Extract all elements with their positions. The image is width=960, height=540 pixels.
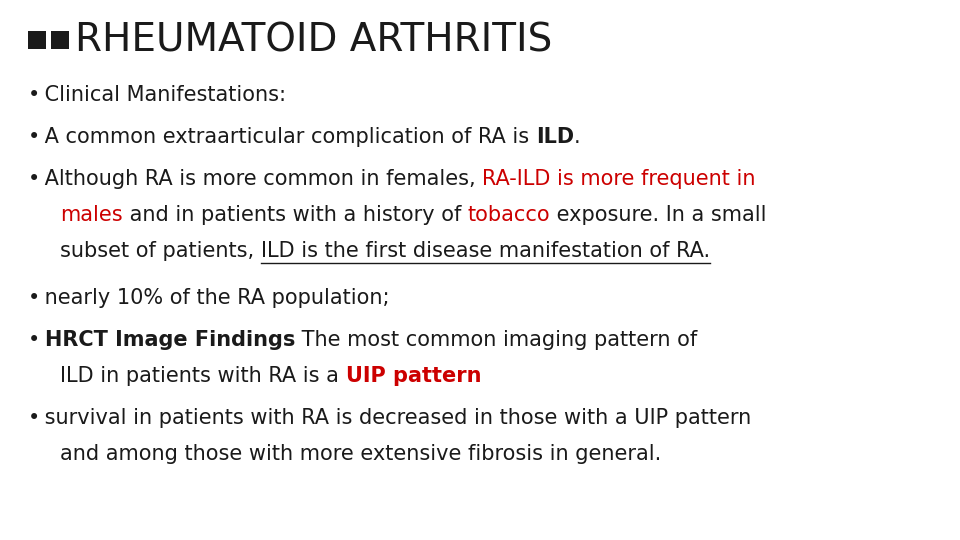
Text: males: males: [60, 205, 123, 225]
Text: •: •: [28, 408, 40, 428]
Bar: [28, 31, 46, 49]
Text: ILD in patients with RA is a: ILD in patients with RA is a: [60, 366, 346, 386]
Text: UIP pattern: UIP pattern: [346, 366, 481, 386]
Text: The most common imaging pattern of: The most common imaging pattern of: [295, 330, 697, 350]
Text: RA-ILD is more frequent in: RA-ILD is more frequent in: [482, 169, 756, 189]
Text: HRCT Image Findings: HRCT Image Findings: [44, 330, 295, 350]
Text: Although RA is more common in females,: Although RA is more common in females,: [38, 169, 482, 189]
Text: and among those with more extensive fibrosis in general.: and among those with more extensive fibr…: [60, 444, 661, 464]
Text: tobacco: tobacco: [468, 205, 550, 225]
Text: •: •: [28, 330, 40, 350]
Text: RHEUMATOID ARTHRITIS: RHEUMATOID ARTHRITIS: [75, 21, 552, 59]
Text: ILD is the first disease manifestation of RA.: ILD is the first disease manifestation o…: [261, 241, 709, 261]
Bar: [51, 31, 69, 49]
Text: •: •: [28, 169, 40, 189]
Text: .: .: [574, 127, 581, 147]
Text: and in patients with a history of: and in patients with a history of: [123, 205, 468, 225]
Text: Clinical Manifestations:: Clinical Manifestations:: [38, 85, 286, 105]
Text: •: •: [28, 85, 40, 105]
Text: •: •: [28, 288, 40, 308]
Text: A common extraarticular complication of RA is: A common extraarticular complication of …: [38, 127, 536, 147]
Text: exposure. In a small: exposure. In a small: [550, 205, 767, 225]
Text: ILD: ILD: [536, 127, 574, 147]
Text: •: •: [28, 127, 40, 147]
Text: survival in patients with RA is decreased in those with a UIP pattern: survival in patients with RA is decrease…: [38, 408, 752, 428]
Text: nearly 10% of the RA population;: nearly 10% of the RA population;: [38, 288, 390, 308]
Text: subset of patients,: subset of patients,: [60, 241, 261, 261]
